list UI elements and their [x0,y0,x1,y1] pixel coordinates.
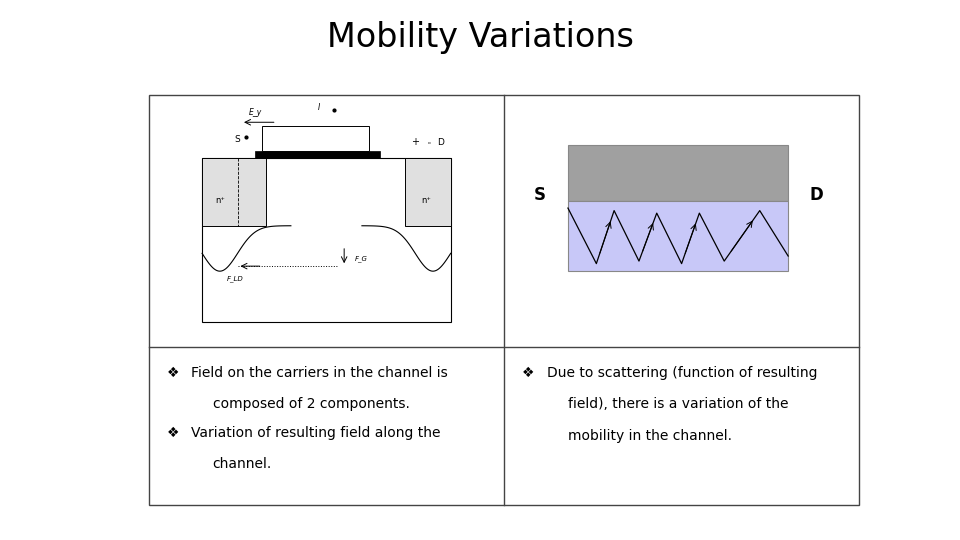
Text: n⁺: n⁺ [215,196,225,205]
Text: Due to scattering (function of resulting: Due to scattering (function of resulting [546,366,817,380]
Text: Mobility Variations: Mobility Variations [326,21,634,55]
Text: E_y: E_y [249,107,262,117]
Text: ₒ: ₒ [428,139,431,145]
Bar [203,158,266,226]
Text: S: S [235,136,240,144]
Bar [262,126,369,151]
Text: F_LD: F_LD [227,275,244,282]
Bar [203,158,451,322]
Text: ❖: ❖ [167,426,180,440]
Text: n⁺: n⁺ [420,196,431,205]
Text: field), there is a variation of the: field), there is a variation of the [568,397,788,411]
Text: channel.: channel. [213,457,272,471]
Text: mobility in the channel.: mobility in the channel. [568,429,732,443]
Text: Variation of resulting field along the: Variation of resulting field along the [191,426,441,440]
Bar [255,151,380,158]
Text: D: D [437,138,444,147]
Text: ❖: ❖ [167,366,180,380]
Text: ❖: ❖ [522,366,535,380]
Text: S: S [534,186,545,205]
Text: I: I [318,103,321,112]
Bar [568,145,788,200]
Text: composed of 2 components.: composed of 2 components. [213,397,410,411]
Text: D: D [809,186,824,205]
Bar [149,94,859,505]
Text: +: + [411,138,420,147]
Text: F_G: F_G [355,255,368,262]
Bar [404,158,451,226]
Bar [568,200,788,271]
Text: Field on the carriers in the channel is: Field on the carriers in the channel is [191,366,448,380]
